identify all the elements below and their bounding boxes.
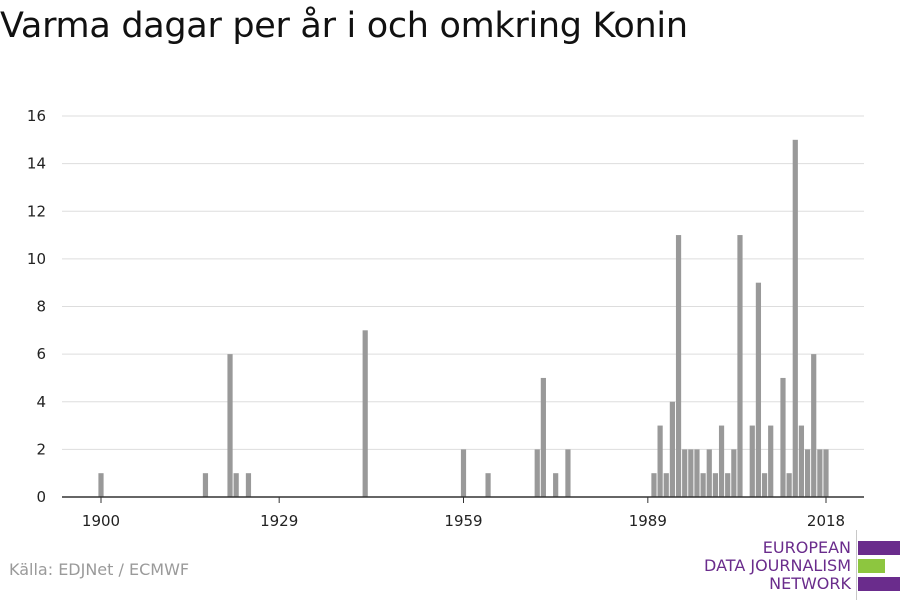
edjnet-logo: EUROPEAN DATA JOURNALISM NETWORK bbox=[700, 530, 900, 600]
y-axis-ticks: 0 2 4 6 8 10 12 14 16 bbox=[27, 107, 46, 506]
bar bbox=[227, 354, 233, 498]
bar bbox=[786, 473, 792, 497]
y-tick-label: 8 bbox=[36, 298, 46, 316]
bar bbox=[731, 449, 737, 498]
x-tick-label: 1989 bbox=[629, 512, 667, 530]
bar bbox=[768, 425, 774, 497]
y-tick-label: 16 bbox=[27, 107, 46, 125]
bar bbox=[737, 235, 743, 497]
bar bbox=[688, 449, 694, 498]
bar bbox=[712, 473, 719, 497]
bar bbox=[233, 473, 239, 497]
bar bbox=[682, 449, 688, 498]
y-tick-label: 12 bbox=[27, 202, 46, 220]
bar bbox=[780, 377, 786, 497]
bar bbox=[565, 449, 571, 498]
logo-divider bbox=[856, 530, 857, 600]
x-tick-label: 1959 bbox=[444, 512, 482, 530]
bars bbox=[98, 139, 829, 498]
bar bbox=[804, 449, 811, 498]
bar bbox=[669, 401, 675, 497]
bar bbox=[651, 473, 657, 497]
bar bbox=[817, 449, 823, 498]
bar bbox=[811, 354, 817, 498]
bar bbox=[657, 425, 663, 497]
bar bbox=[362, 330, 368, 497]
logo-line-1: EUROPEAN bbox=[762, 538, 851, 557]
bar bbox=[700, 473, 706, 497]
x-tick-label: 1929 bbox=[260, 512, 298, 530]
x-tick-label: 1900 bbox=[82, 512, 120, 530]
x-tick-label: 2018 bbox=[807, 512, 845, 530]
bar bbox=[485, 473, 491, 497]
bar bbox=[98, 473, 104, 497]
bar bbox=[755, 282, 762, 497]
bar bbox=[202, 473, 209, 497]
bar bbox=[540, 377, 546, 497]
bar bbox=[460, 449, 467, 498]
chart-title: Varma dagar per år i och omkring Konin bbox=[0, 6, 688, 46]
bar bbox=[694, 449, 700, 498]
bar bbox=[761, 473, 768, 497]
logo-line-2: DATA JOURNALISM bbox=[704, 556, 851, 575]
bar bbox=[718, 425, 725, 497]
logo-line-3: NETWORK bbox=[769, 574, 851, 593]
bar bbox=[725, 473, 731, 497]
y-tick-label: 2 bbox=[36, 440, 46, 458]
grid-lines bbox=[62, 115, 864, 450]
bar bbox=[706, 449, 712, 498]
y-tick-label: 10 bbox=[27, 250, 46, 268]
bar bbox=[663, 473, 669, 497]
y-tick-label: 0 bbox=[36, 488, 46, 506]
source-note: Källa: EDJNet / ECMWF bbox=[9, 560, 190, 579]
y-tick-label: 6 bbox=[36, 345, 46, 363]
y-tick-label: 4 bbox=[36, 393, 46, 411]
bar bbox=[798, 425, 805, 497]
y-tick-label: 14 bbox=[27, 155, 46, 173]
bar bbox=[675, 235, 682, 497]
bar bbox=[749, 425, 755, 497]
bar bbox=[792, 139, 798, 497]
x-axis-ticks: 1900 1929 1959 1989 2018 bbox=[82, 497, 845, 530]
bar bbox=[823, 449, 829, 498]
logo-bar-purple-top bbox=[858, 541, 900, 555]
bar bbox=[245, 473, 252, 497]
bar bbox=[534, 449, 540, 498]
bar bbox=[553, 473, 559, 497]
logo-bar-purple-bottom bbox=[858, 577, 900, 591]
logo-bar-green bbox=[858, 559, 885, 573]
